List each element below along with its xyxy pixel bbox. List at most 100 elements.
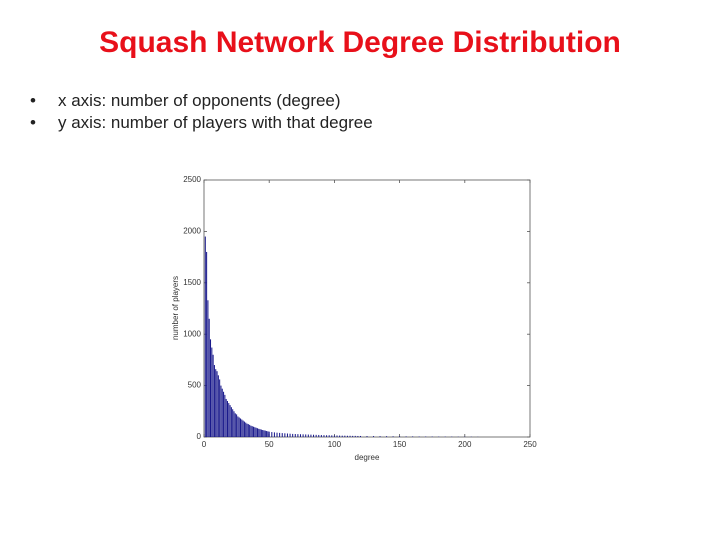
bar [226,401,228,437]
bar [223,391,225,437]
bar [232,409,234,437]
bar [242,420,244,437]
bar [220,385,222,437]
bar [264,430,266,437]
bar [333,435,335,437]
bar [323,435,325,437]
bar [229,405,231,437]
bar [405,436,407,437]
bar [206,251,208,437]
bar [233,411,235,437]
bar [216,371,218,437]
bar [386,436,388,437]
bar [425,436,427,437]
bar [341,435,343,437]
bar [359,435,362,437]
bar [294,434,296,437]
bullet: • x axis: number of opponents (degree) [30,91,341,110]
plot-frame [203,179,531,438]
bar [299,434,302,437]
bar [307,434,309,437]
bar [379,436,381,437]
bar [239,418,242,437]
slide-title: Squash Network Degree Distribution [99,26,621,59]
bar [286,433,288,437]
bar [212,354,214,437]
bar [258,428,260,437]
x-tick-label: 200 [458,440,472,449]
y-tick-label: 1000 [183,329,201,338]
bar [292,433,294,437]
bullet-list: • x axis: number of opponents (degree) • y… [30,90,373,134]
bar [279,432,281,437]
bar [346,435,348,437]
bar [253,426,255,437]
bar [326,435,328,437]
bar [245,422,247,437]
bar [230,407,232,437]
bar [251,426,253,437]
bar [268,431,270,437]
y-tick-label: 0 [197,432,202,441]
x-tick-label: 0 [202,440,207,449]
bar [320,435,322,437]
bullet: • y axis: number of players with that deg… [30,113,373,132]
bar [250,425,252,437]
bar [246,423,248,437]
bar [271,432,273,437]
bar [297,434,299,437]
bar [211,347,213,437]
bar [207,300,209,437]
bar [209,339,212,437]
bar [228,403,230,437]
bar [259,429,261,437]
bar [313,434,315,437]
x-tick-label: 100 [328,440,342,449]
bar [219,379,221,437]
bar [215,369,217,437]
bar [399,436,401,437]
bar [372,436,375,437]
x-tick-label: 250 [523,440,537,449]
bar [302,434,304,437]
bar [412,436,414,437]
bar [204,236,206,437]
bar [236,414,238,437]
bar [247,424,249,437]
bar [318,434,320,437]
bar [310,434,312,437]
y-axis-label: number of players [171,276,180,340]
bar [336,435,338,437]
y-tick-label: 1500 [183,278,201,287]
bar [357,435,359,437]
bar [208,318,210,437]
bar [392,436,394,437]
bar [281,433,283,437]
bar [284,433,286,437]
bar [366,436,368,437]
bar [213,365,215,437]
x-tick-label: 50 [265,440,274,449]
bar [305,434,307,437]
bar [352,435,354,437]
y-tick-label: 500 [188,381,202,390]
bar [262,430,264,437]
bar [418,436,420,437]
y-tick-label: 2500 [183,175,201,184]
bar [234,413,236,437]
x-axis-label: degree [355,453,380,462]
bullet-text: x axis: number of opponents (degree) [58,91,341,110]
x-tick-label: 150 [393,440,407,449]
bar [431,436,433,437]
bar [354,435,356,437]
bar [249,424,251,437]
bar [267,431,269,437]
y-tick-label: 2000 [183,227,201,236]
bar [263,430,265,437]
bar [217,375,219,437]
bar [315,434,317,437]
bar [276,432,278,437]
bar [331,435,333,437]
bar [243,421,245,437]
